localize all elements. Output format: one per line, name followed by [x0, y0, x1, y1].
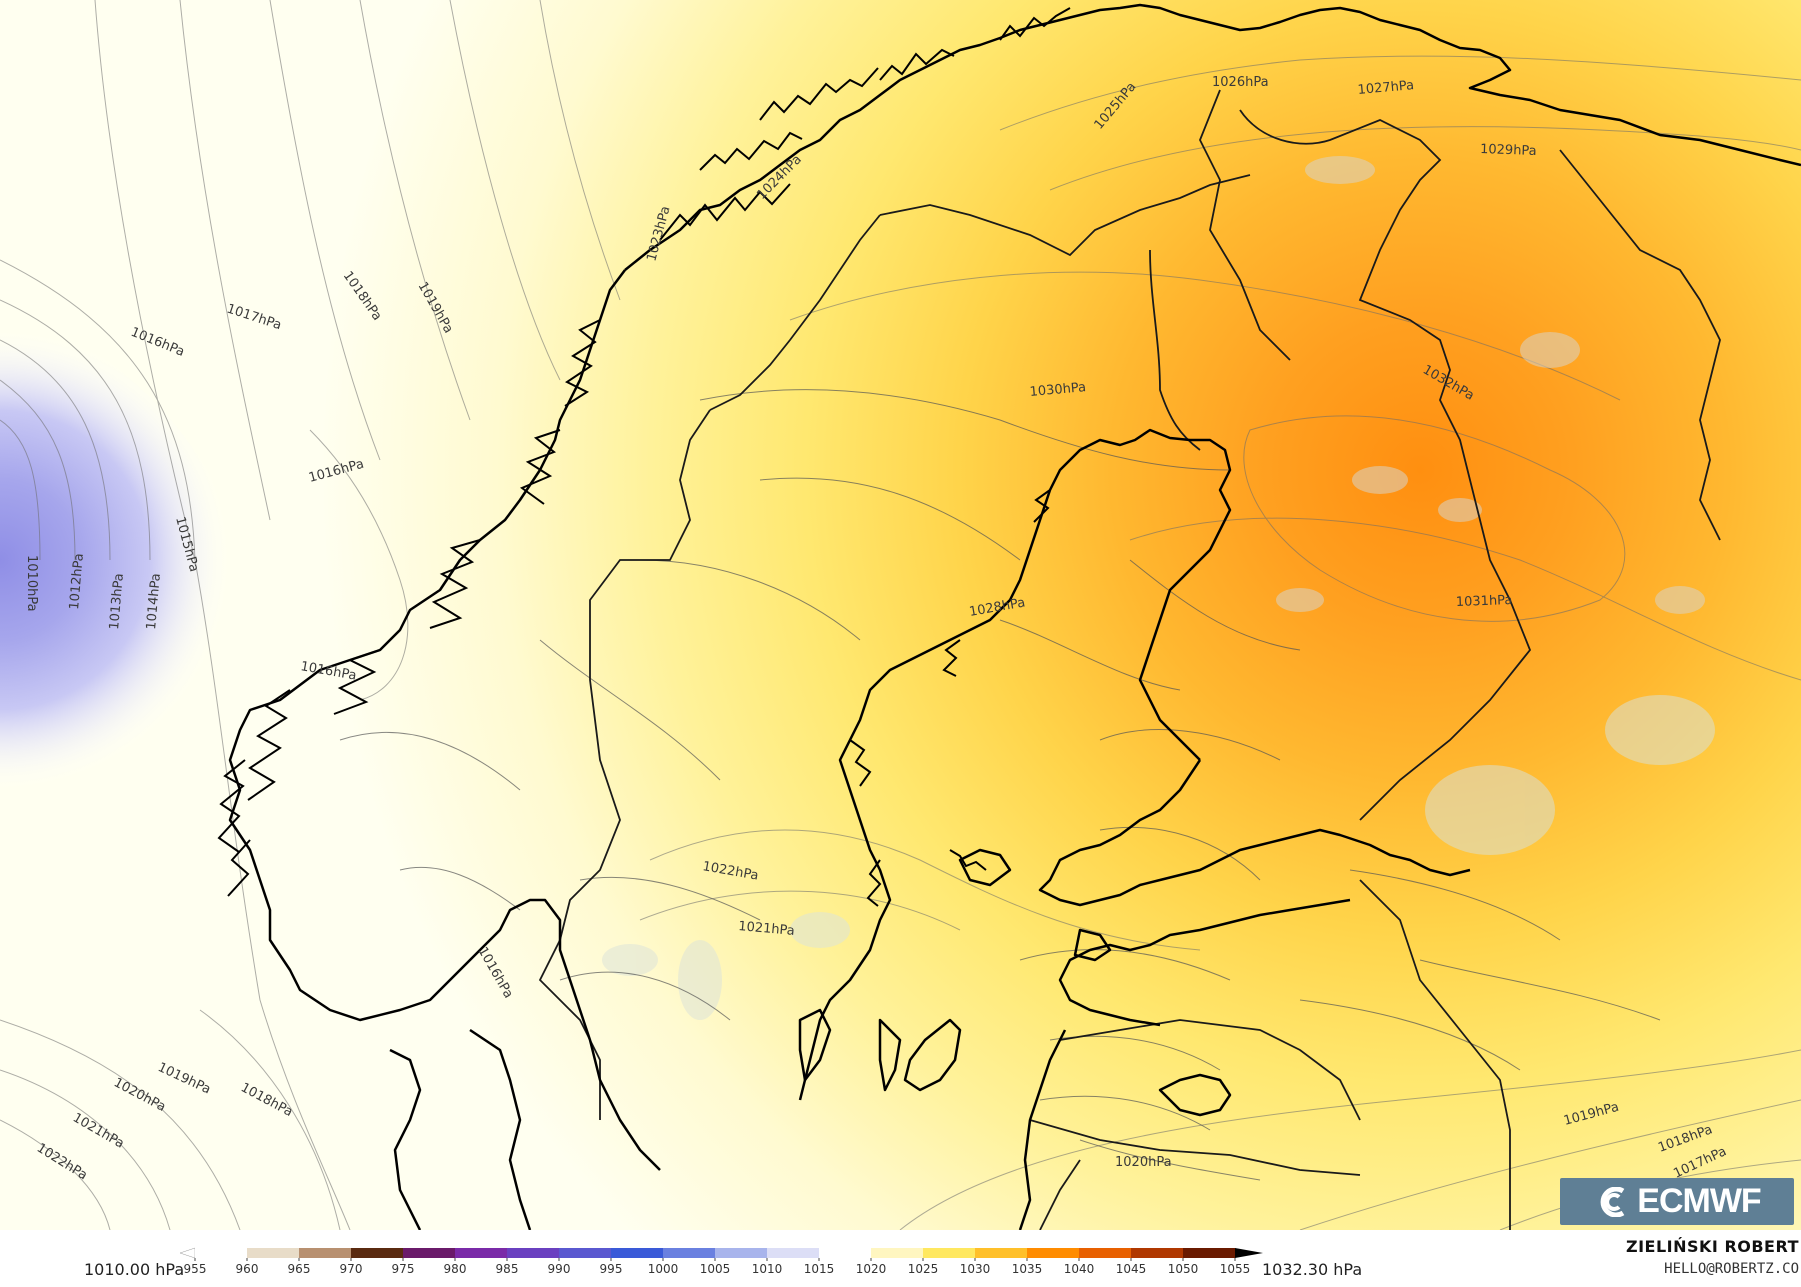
colorbar-swatch: [767, 1248, 820, 1258]
colorbar-tick-label: 960: [236, 1262, 259, 1276]
lakes: [602, 156, 1715, 1020]
colorbar-tick-label: 1035: [1012, 1262, 1043, 1276]
colorbar-tick-label: 1055: [1220, 1262, 1251, 1276]
contour-label: 1026hPa: [1212, 75, 1269, 90]
colorbar-swatch: [299, 1248, 352, 1258]
colorbar-max-label: 1032.30 hPa: [1262, 1260, 1363, 1279]
colorbar-tick-label: 1020: [856, 1262, 887, 1276]
contour-label: 1013hPa: [107, 573, 127, 631]
coast-detail: [217, 7, 1071, 907]
colorbar-tick-label: 1040: [1064, 1262, 1095, 1276]
low-pressure-area: [0, 300, 250, 860]
colorbar-swatch: [819, 1248, 872, 1258]
colorbar-swatch: [1183, 1248, 1236, 1258]
contour-label: 1027hPa: [1357, 78, 1415, 98]
colorbar-tick-label: 955: [184, 1262, 207, 1276]
colorbar-tick-label: 970: [340, 1262, 363, 1276]
colorbar: 955 960 965 970 975 980 985 990 995 1000 1005 1010 1…: [179, 1247, 1263, 1276]
colorbar-max-arrow: [1235, 1248, 1263, 1258]
colorbar-tick-label: 1045: [1116, 1262, 1147, 1276]
colorbar-swatch: [611, 1248, 664, 1258]
colorbar-min-label: 1010.00 hPa: [84, 1260, 185, 1279]
colorbar-tick-label: 965: [288, 1262, 311, 1276]
colorbar-swatch: [455, 1248, 508, 1258]
colorbar-swatch: [975, 1248, 1028, 1258]
colorbar-swatch: [923, 1248, 976, 1258]
colorbar-tick-label: 985: [496, 1262, 519, 1276]
colorbar-tick-label: 980: [444, 1262, 467, 1276]
colorbar-tick-label: 1030: [960, 1262, 991, 1276]
pressure-map: 1010hPa 1012hPa 1013hPa 1014hPa 1015hPa …: [0, 0, 1801, 1230]
colorbar-tick-label: 1050: [1168, 1262, 1199, 1276]
map-canvas: 1010hPa 1012hPa 1013hPa 1014hPa 1015hPa …: [0, 0, 1801, 1230]
contour-label: 1030hPa: [1029, 380, 1087, 400]
contour-label: 1021hPa: [738, 919, 796, 939]
colorbar-swatch: [559, 1248, 612, 1258]
colorbar-swatch: [1131, 1248, 1184, 1258]
author-name: ZIELIŃSKI ROBERT: [1625, 1237, 1799, 1256]
ecmwf-logo: ECMWF: [1560, 1178, 1794, 1225]
contour-label: 1020hPa: [1115, 1155, 1172, 1170]
colorbar-swatch: [1027, 1248, 1080, 1258]
colorbar-swatch: [195, 1248, 248, 1258]
colorbar-min-arrow: [179, 1247, 196, 1259]
ecmwf-logo-text: ECMWF: [1637, 1182, 1761, 1220]
colorbar-tick-label: 990: [548, 1262, 571, 1276]
contour-label: 1014hPa: [144, 573, 164, 631]
contour-label: 1031hPa: [1456, 593, 1513, 610]
pressure-field-high: [0, 0, 1801, 1230]
colorbar-swatch: [1079, 1248, 1132, 1258]
colorbar-swatch: [507, 1248, 560, 1258]
national-borders: [538, 89, 1721, 1230]
colorbar-tick-label: 1025: [908, 1262, 939, 1276]
colorbar-tick-label: 1015: [804, 1262, 835, 1276]
colorbar-swatch: [871, 1248, 924, 1258]
ecmwf-logo-icon: [1600, 1186, 1625, 1217]
contour-label: 1012hPa: [67, 553, 87, 611]
contour-label: 1029hPa: [1480, 142, 1537, 159]
colorbar-tick-label: 995: [600, 1262, 623, 1276]
colorbar-tick-label: 1010: [752, 1262, 783, 1276]
colorbar-swatches: [179, 1247, 1263, 1259]
colorbar-tick-label: 975: [392, 1262, 415, 1276]
colorbar-ticks: 955 960 965 970 975 980 985 990 995 1000 1005 1010 1…: [184, 1258, 1251, 1276]
internal-borders: [339, 389, 1661, 1181]
isobars: [0, 0, 1801, 1230]
colorbar-tick-label: 1005: [700, 1262, 731, 1276]
colorbar-swatch: [247, 1248, 300, 1258]
colorbar-swatch: [403, 1248, 456, 1258]
footer: 955 960 965 970 975 980 985 990 995 1000 1005 1010 1…: [0, 1230, 1801, 1287]
colorbar-swatch: [715, 1248, 768, 1258]
author-email: HELLO@ROBERTZ.CO: [1664, 1261, 1799, 1277]
colorbar-swatch: [663, 1248, 716, 1258]
contour-label: 1010hPa: [24, 555, 39, 612]
colorbar-swatch: [351, 1248, 404, 1258]
colorbar-tick-label: 1000: [648, 1262, 679, 1276]
